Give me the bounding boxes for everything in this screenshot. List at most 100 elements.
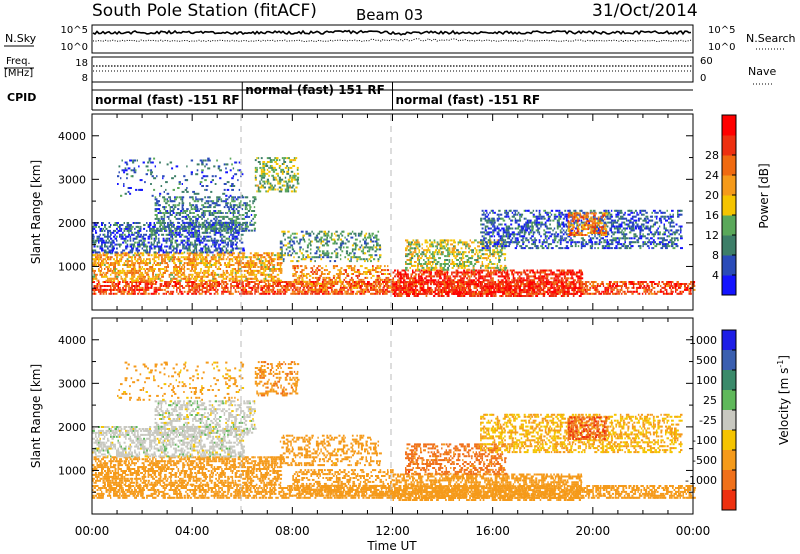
power-cell <box>659 290 663 293</box>
power-cell <box>304 267 307 270</box>
power-cell <box>138 256 142 259</box>
power-cell <box>129 277 132 280</box>
power-cell <box>376 238 378 241</box>
power-cell <box>155 290 158 293</box>
power-cell <box>284 290 287 293</box>
power-cell <box>264 290 267 293</box>
power-cell <box>385 276 387 279</box>
power-cell <box>150 235 153 238</box>
power-cell <box>113 229 116 232</box>
power-cell <box>167 285 169 287</box>
power-cell <box>225 227 228 230</box>
power-cell <box>195 237 198 240</box>
power-cell <box>195 279 198 282</box>
power-cell <box>221 258 223 261</box>
power-cell <box>602 292 605 295</box>
power-cell <box>391 283 393 285</box>
power-cell <box>159 268 161 270</box>
power-cell <box>107 277 109 280</box>
power-cell <box>138 188 141 191</box>
power-cell <box>206 254 209 257</box>
power-cell <box>150 229 153 232</box>
power-cell <box>326 292 329 295</box>
power-cell <box>228 260 231 263</box>
power-cell <box>194 288 197 291</box>
power-cell <box>337 274 340 277</box>
power-cell <box>244 221 248 224</box>
power-cell <box>198 256 202 259</box>
power-cell <box>225 221 227 224</box>
power-cell <box>126 173 129 176</box>
power-cell <box>114 264 116 266</box>
power-cell <box>104 235 106 238</box>
power-cell <box>171 177 174 180</box>
power-cell <box>93 273 96 276</box>
power-cell <box>239 279 242 282</box>
power-cell <box>592 286 596 289</box>
power-cell <box>367 246 370 249</box>
power-cell <box>589 292 592 295</box>
power-cell <box>335 292 338 295</box>
power-cell <box>616 283 618 285</box>
power-cell <box>177 227 180 230</box>
power-cell <box>132 254 135 257</box>
power-cell <box>376 274 380 277</box>
power-cell <box>617 285 620 287</box>
power-cell <box>201 198 204 201</box>
power-cell <box>183 275 186 278</box>
power-cell <box>259 166 262 169</box>
power-cell <box>140 279 143 282</box>
power-cell <box>158 237 160 240</box>
power-cell <box>259 180 261 183</box>
power-cell <box>179 288 181 291</box>
power-cell <box>269 258 272 261</box>
power-cell <box>394 291 397 294</box>
power-cell <box>197 275 200 278</box>
power-cell <box>374 236 378 239</box>
power-cell <box>102 275 106 278</box>
power-cell <box>290 281 292 283</box>
power-cell <box>288 254 292 257</box>
power-cell <box>123 273 125 276</box>
power-cell <box>126 227 129 230</box>
power-cell <box>234 237 238 240</box>
power-cell <box>230 243 233 246</box>
power-cell <box>171 258 174 261</box>
power-cell <box>92 262 94 265</box>
power-cell <box>296 265 299 268</box>
power-cell <box>174 273 177 276</box>
power-cell <box>334 265 337 268</box>
power-cell <box>114 237 117 240</box>
power-cell <box>360 250 363 253</box>
power-cell <box>398 271 402 274</box>
power-cell <box>155 273 157 276</box>
power-cell <box>314 286 317 289</box>
power-cell <box>308 256 311 259</box>
power-cell <box>95 264 98 266</box>
power-cell <box>184 179 188 182</box>
power-cell <box>120 224 124 226</box>
power-cell <box>165 286 167 289</box>
power-cell <box>95 239 98 242</box>
power-cell <box>188 260 190 263</box>
power-cell <box>138 245 141 248</box>
power-cell <box>137 275 140 278</box>
power-cell <box>169 212 171 214</box>
power-cell <box>376 267 379 270</box>
power-cell <box>315 292 318 295</box>
power-cell <box>219 239 223 242</box>
power-cell <box>195 249 198 252</box>
power-cell <box>263 281 266 283</box>
power-cell <box>379 280 381 283</box>
power-cell <box>152 258 154 261</box>
power-cell <box>200 269 202 272</box>
power-cell <box>276 264 280 266</box>
power-cell <box>641 281 645 283</box>
power-cell <box>385 280 388 283</box>
power-cell <box>377 230 380 233</box>
power-cell <box>107 231 110 234</box>
power-cell <box>220 221 223 224</box>
power-cell <box>191 266 194 268</box>
power-cell <box>246 204 248 207</box>
power-cell <box>195 239 198 242</box>
